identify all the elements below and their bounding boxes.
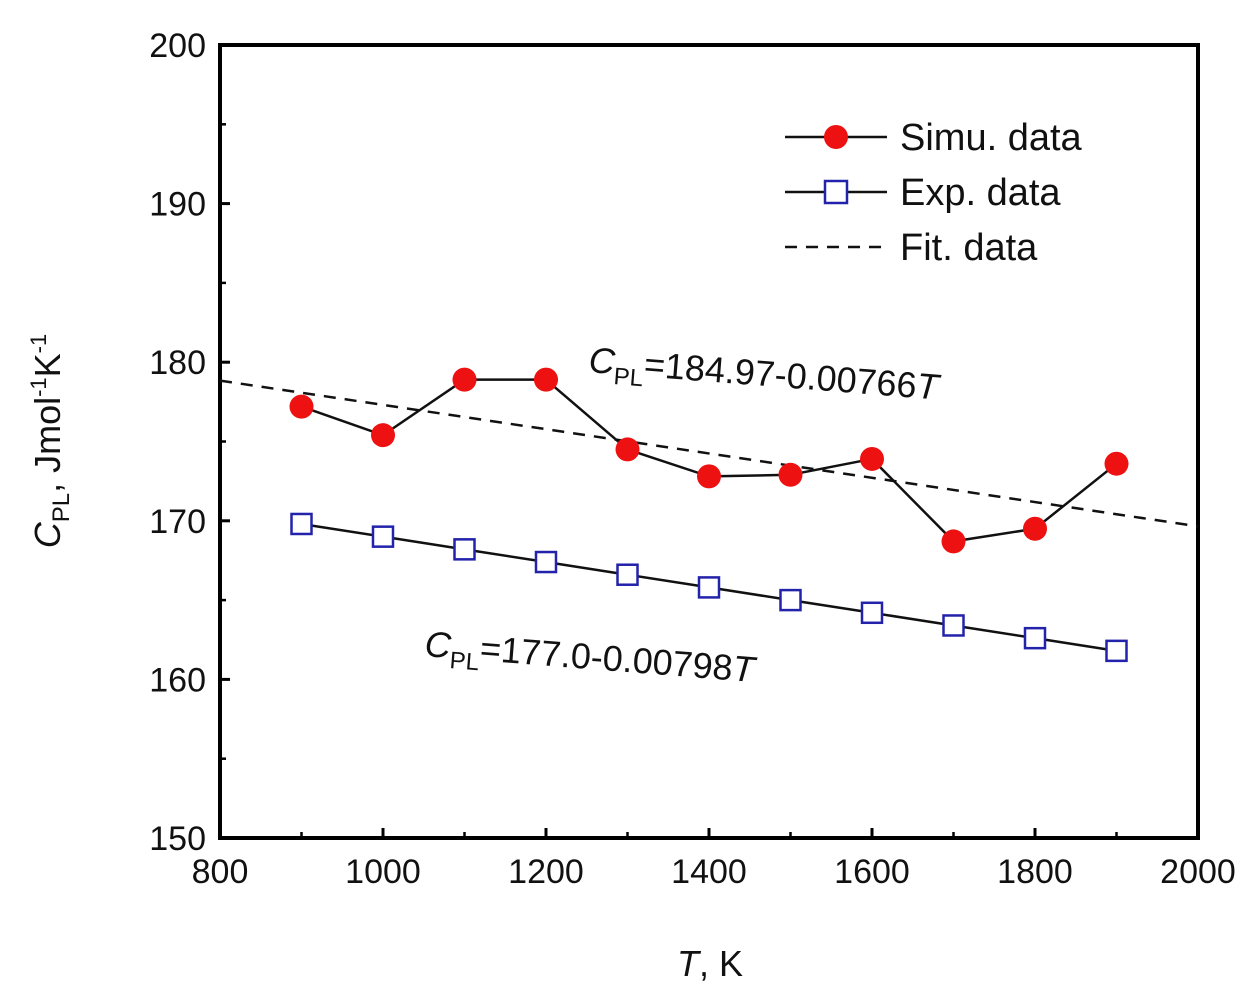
y-axis-var: C <box>27 521 68 548</box>
exp-point <box>1105 639 1128 663</box>
exp-point <box>616 563 639 586</box>
x-tick-label: 1600 <box>834 853 910 891</box>
annotation-exp-fit: CPL=177.0-0.00798T <box>423 623 759 698</box>
axis-ticks <box>218 43 1200 840</box>
x-axis-unit: , K <box>699 943 743 984</box>
exp-point <box>697 576 721 599</box>
x-tick-label: 1000 <box>345 853 421 891</box>
annotation-exp-tail: T <box>731 647 759 690</box>
y-axis-sup2: -1 <box>26 334 51 354</box>
simu-point <box>534 367 558 392</box>
legend-exp-label: Exp. data <box>900 172 1061 214</box>
x-axis-var: T <box>677 943 702 984</box>
simu-point <box>615 437 640 462</box>
annotation-simu-sub: PL <box>613 363 644 392</box>
simu-point <box>371 423 395 448</box>
legend-exp-marker <box>823 179 849 205</box>
annotation-exp-var: C <box>423 623 453 666</box>
annotation-simu-eq: =184.97-0.00766 <box>643 343 919 405</box>
exp-point <box>290 512 313 536</box>
legend: Simu. data Exp. data Fit. data <box>785 117 1083 269</box>
annotation-simu-fit: CPL=184.97-0.00766T <box>587 339 943 416</box>
annotation-simu-var: C <box>587 339 617 382</box>
y-tick-label: 190 <box>149 186 206 224</box>
legend-simu-label: Simu. data <box>900 117 1083 159</box>
svg-text:CPL, Jmol-1K-1: CPL, Jmol-1K-1 <box>26 334 75 549</box>
plot-frame <box>218 43 1200 840</box>
legend-simu-marker <box>824 125 848 149</box>
x-tick-label: 1400 <box>671 853 747 891</box>
simu-point <box>778 462 803 487</box>
simu-line <box>301 378 1118 543</box>
annotation-exp-eq: =177.0-0.00798 <box>479 627 735 688</box>
x-tick-label: 2000 <box>1160 853 1236 891</box>
y-tick-label: 160 <box>149 661 206 699</box>
exp-point <box>942 614 965 637</box>
fit-line-layer <box>219 379 1199 528</box>
exp-point <box>860 601 884 625</box>
simu-point <box>1104 451 1129 476</box>
exp-point <box>779 588 802 612</box>
y-axis-unit2: K <box>27 353 68 377</box>
svg-text:CPL=177.0-0.00798T: CPL=177.0-0.00798T <box>423 623 759 698</box>
y-axis-unit1: , Jmol <box>27 397 68 493</box>
x-axis-title: T, K <box>677 943 743 984</box>
legend-fit-label: Fit. data <box>900 227 1038 269</box>
x-tick-label: 1800 <box>997 853 1073 891</box>
exp-point <box>1023 626 1047 650</box>
fit-line <box>219 379 1199 528</box>
exp-point <box>534 550 558 574</box>
simu-point <box>941 529 966 554</box>
x-tick-label: 800 <box>192 853 249 891</box>
y-axis-sub: PL <box>48 493 75 522</box>
exp-point <box>453 538 476 561</box>
y-axis-sup1: -1 <box>26 377 51 397</box>
series-layer <box>289 367 1129 663</box>
y-tick-label: 180 <box>149 344 206 382</box>
simu-point <box>697 464 721 489</box>
y-tick-label: 200 <box>149 27 206 65</box>
simu-point <box>289 394 314 419</box>
x-tick-label: 1200 <box>508 853 584 891</box>
svg-text:CPL=184.97-0.00766T: CPL=184.97-0.00766T <box>587 339 943 416</box>
exp-point <box>371 525 395 548</box>
y-axis-title: CPL, Jmol-1K-1 <box>26 334 75 549</box>
y-tick-label: 150 <box>149 820 206 858</box>
annotation-simu-tail: T <box>915 365 943 408</box>
simu-point <box>452 367 477 392</box>
simu-point <box>1023 516 1047 541</box>
annotation-exp-sub: PL <box>449 647 480 676</box>
axis-tick-labels: 800 1000 1200 1400 1600 1800 2000 150 160 170 180 1… <box>149 27 1236 891</box>
simu-point <box>860 446 884 471</box>
y-tick-label: 170 <box>149 503 206 541</box>
